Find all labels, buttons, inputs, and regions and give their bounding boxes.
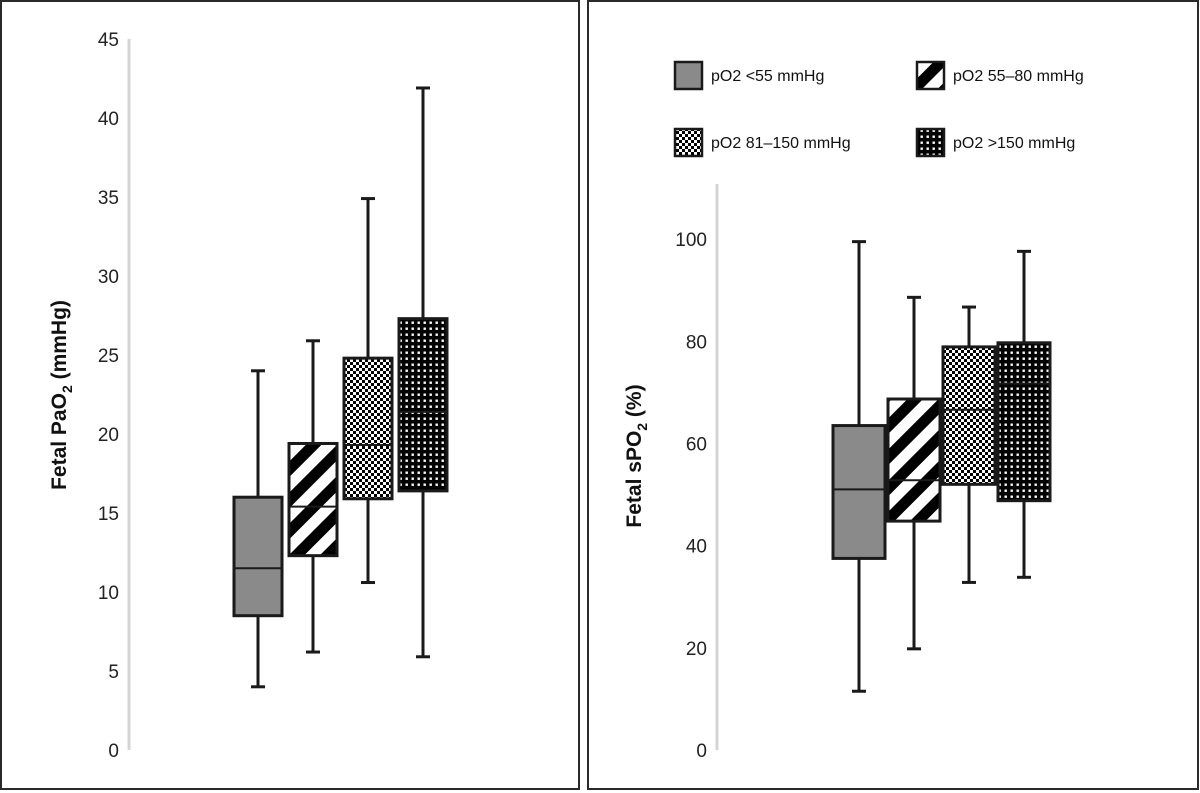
y-axis-title-subscript: 2 [634,423,650,431]
iqr-box [831,424,887,560]
y-tick-label: 80 [686,332,707,353]
box-po2-150-mmhg [996,249,1052,579]
y-tick-label: 20 [98,425,119,446]
y-tick-label: 15 [98,504,119,525]
y-tick-label: 0 [108,741,119,762]
iqr-box [232,495,284,618]
legend-item-po2-81-150-mmhg: pO2 81–150 mmHg [673,127,851,158]
y-axis-title-subscript: 2 [59,385,75,393]
y-tick-label: 30 [98,267,119,288]
svg-text:Fetal PaO2 (mmHg): Fetal PaO2 (mmHg) [48,300,75,490]
y-axis-title-unit: (mmHg) [48,300,71,385]
legend-item-po2-150-mmhg: pO2 >150 mmHg [915,127,1075,158]
box-po2-81-150-mmhg [342,197,394,585]
iqr-box [886,397,942,523]
iqr-box [996,341,1052,503]
y-tick-label: 100 [675,230,707,251]
iqr-box [941,345,997,486]
y-axis-title-unit: (%) [623,384,646,423]
iqr-box [287,441,339,558]
y-axis-title-main: Fetal PaO [48,393,71,490]
y-axis-title: Fetal PaO2 (mmHg) [2,2,82,788]
spo2-box-plot: pO2 <55 mmHg pO2 55–80 mmHg pO2 81–150 mmH… [623,60,1084,762]
left-chart-panel: 0 5 10 15 20 25 30 35 40 45 Fetal PaO2 (mmHg) [0,0,580,790]
y-tick-label: 40 [98,109,119,130]
y-axis-title-right: Fetal sPO2 (%) [623,384,650,527]
legend-swatch [915,60,946,91]
y-tick-label: 10 [98,583,119,604]
y-tick-label: 45 [98,30,119,51]
y-tick-label: 5 [108,662,119,683]
legend-label: pO2 81–150 mmHg [711,135,851,152]
box-po2-81-150-mmhg [941,305,997,584]
y-tick-label: 35 [98,188,119,209]
y-tick-label: 60 [686,434,707,455]
box-po2-150-mmhg [397,86,449,659]
legend-label: pO2 55–80 mmHg [953,68,1084,85]
y-tick-label: 40 [686,537,707,558]
box-po2-55-mmhg [831,240,887,693]
right-chart-panel: pO2 <55 mmHg pO2 55–80 mmHg pO2 81–150 mmH… [587,0,1199,790]
legend-item-po2-55-mmhg: pO2 <55 mmHg [673,60,824,91]
legend-label: pO2 <55 mmHg [711,68,824,85]
box-po2-55-80-mmhg [287,339,339,654]
box-po2-55-mmhg [232,369,284,689]
legend-swatch [915,127,946,158]
pao2-box-plot: 0 5 10 15 20 25 30 35 40 45 [98,30,449,762]
legend-item-po2-55-80-mmhg: pO2 55–80 mmHg [915,60,1084,91]
iqr-box [397,317,449,493]
y-tick-label: 0 [696,741,707,762]
y-axis-title-main: Fetal sPO [623,431,646,528]
legend-label: pO2 >150 mmHg [953,135,1075,152]
legend-swatch [673,60,704,91]
box-po2-55-80-mmhg [886,295,942,651]
y-tick-label: 20 [686,639,707,660]
iqr-box [342,356,394,501]
chart-legend: pO2 <55 mmHg pO2 55–80 mmHg pO2 81–150 mmH… [673,60,1084,158]
legend-swatch [673,127,704,158]
y-tick-label: 25 [98,346,119,367]
